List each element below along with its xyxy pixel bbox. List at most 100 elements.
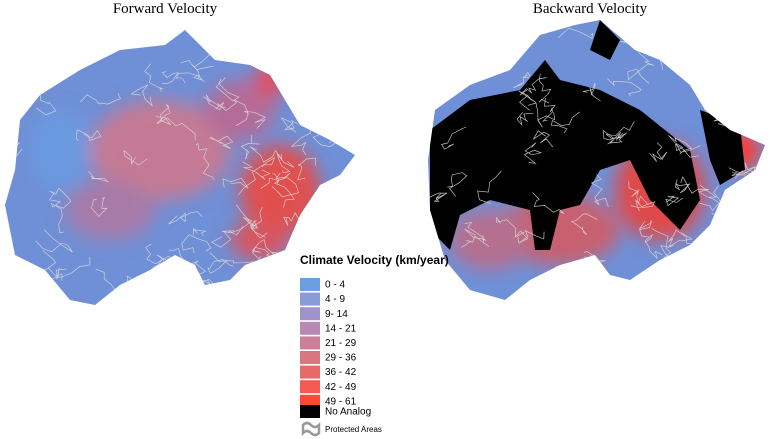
protected-area — [731, 162, 748, 176]
protected-area — [590, 174, 609, 208]
protected-area — [210, 225, 244, 248]
legend-label: 4 - 9 — [325, 294, 345, 305]
protected-area — [307, 82, 328, 94]
protected-area — [195, 142, 215, 180]
protected-area — [466, 20, 491, 36]
protected-area — [464, 221, 487, 241]
legend-swatch — [300, 405, 320, 418]
protected-area — [717, 249, 750, 270]
legend-swatch — [300, 307, 320, 321]
protected-area — [315, 49, 334, 66]
legend-swatch — [300, 394, 320, 408]
protected-area — [192, 227, 207, 236]
protected-area — [235, 110, 267, 129]
legend-swatch — [300, 278, 320, 291]
protected-area — [607, 132, 627, 145]
protected-area — [260, 172, 291, 189]
protected-area — [161, 71, 179, 85]
protected-area — [550, 111, 581, 134]
protected-area — [237, 157, 276, 196]
protected-area — [516, 112, 534, 127]
protected-area — [242, 161, 271, 180]
protected-area — [168, 211, 203, 225]
legend-label: 0 - 4 — [325, 280, 345, 291]
protected-area — [632, 283, 646, 300]
protected-area — [630, 199, 656, 211]
protected-area — [628, 181, 648, 205]
protected-area — [80, 93, 121, 105]
protected-area — [699, 184, 720, 212]
protected-area — [441, 20, 455, 33]
protected-area — [602, 129, 621, 141]
legend-icon — [301, 421, 321, 437]
protected-area — [639, 220, 652, 238]
protected-area — [280, 116, 298, 133]
protected-area — [644, 233, 663, 259]
protected-area — [729, 239, 744, 256]
protected-area — [517, 229, 545, 244]
protected-area — [518, 90, 537, 111]
legend-swatch — [300, 336, 320, 350]
panel-title: Forward Velocity — [113, 1, 218, 17]
protected-area — [428, 192, 448, 202]
protected-area — [50, 199, 64, 233]
protected-area — [570, 213, 598, 235]
protected-area — [75, 129, 102, 142]
protected-area — [668, 135, 700, 158]
protected-area — [181, 234, 212, 253]
protected-area — [196, 278, 216, 288]
protected-area — [447, 172, 468, 197]
legend-label: 21 - 29 — [325, 338, 357, 349]
protected-area — [130, 84, 153, 107]
legend-label: 9- 14 — [325, 309, 348, 320]
protected-area — [656, 20, 679, 40]
legend-swatch — [300, 292, 320, 306]
legend-swatch — [300, 365, 320, 379]
legend-swatch — [300, 380, 320, 394]
protected-area — [297, 157, 316, 181]
protected-area — [144, 63, 164, 92]
protected-area — [222, 177, 249, 189]
protected-area — [271, 172, 300, 198]
protected-area — [669, 45, 688, 58]
legend-swatch — [300, 321, 320, 335]
protected-area — [203, 94, 225, 111]
protected-area — [542, 97, 556, 122]
legend-label: 36 - 42 — [325, 367, 357, 378]
protected-area — [674, 179, 691, 194]
protected-area — [272, 173, 295, 208]
legend-label: 49 - 61 — [325, 396, 357, 407]
protected-area — [583, 82, 601, 102]
protected-area — [324, 201, 354, 223]
protected-area — [607, 78, 642, 97]
protected-area — [35, 229, 73, 253]
protected-area — [513, 71, 531, 89]
legend-label: 14 - 21 — [325, 323, 357, 334]
protected-area — [48, 187, 72, 209]
protected-area — [249, 146, 283, 163]
protected-area — [11, 50, 37, 72]
protected-area — [88, 171, 109, 183]
protected-area — [665, 195, 684, 207]
protected-area — [222, 216, 257, 234]
protected-area — [559, 282, 581, 296]
protected-area — [519, 77, 547, 96]
protected-area — [240, 134, 260, 160]
protected-area — [216, 99, 249, 114]
protected-area — [156, 112, 196, 141]
protected-area — [283, 65, 328, 79]
protected-area — [123, 150, 148, 166]
protected-area — [312, 211, 331, 222]
protected-area — [440, 126, 467, 150]
protected-area — [627, 61, 655, 84]
legend-label: 42 - 49 — [325, 382, 357, 393]
protected-area — [675, 142, 701, 155]
protected-area — [605, 121, 635, 139]
protected-area — [91, 196, 108, 217]
panel-title: Backward Velocity — [533, 1, 648, 17]
protected-area — [215, 77, 240, 102]
protected-area — [496, 216, 529, 243]
protected-area — [680, 176, 709, 198]
protected-area — [699, 25, 718, 49]
